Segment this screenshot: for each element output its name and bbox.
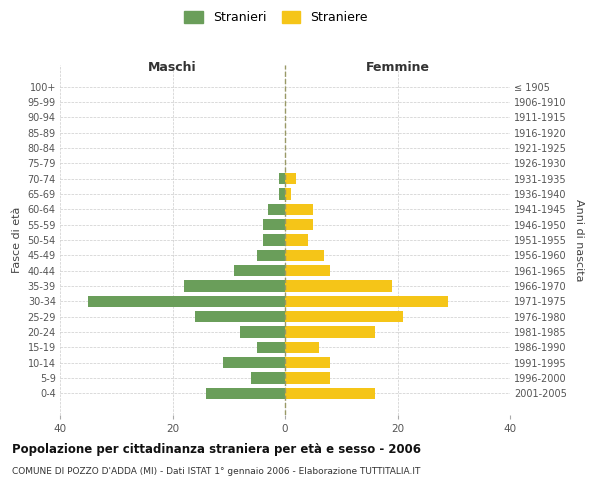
Bar bbox=[285, 311, 403, 322]
Bar bbox=[235, 265, 285, 276]
Bar bbox=[285, 219, 313, 230]
Bar bbox=[285, 265, 330, 276]
Text: Maschi: Maschi bbox=[148, 62, 197, 74]
Bar bbox=[285, 234, 308, 246]
Y-axis label: Fasce di età: Fasce di età bbox=[12, 207, 22, 273]
Bar bbox=[184, 280, 285, 292]
Bar bbox=[285, 388, 375, 399]
Bar bbox=[240, 326, 285, 338]
Bar bbox=[285, 326, 375, 338]
Bar bbox=[285, 173, 296, 184]
Bar bbox=[263, 234, 285, 246]
Bar bbox=[285, 250, 325, 261]
Bar bbox=[280, 188, 285, 200]
Bar bbox=[206, 388, 285, 399]
Text: Popolazione per cittadinanza straniera per età e sesso - 2006: Popolazione per cittadinanza straniera p… bbox=[12, 442, 421, 456]
Bar bbox=[263, 219, 285, 230]
Bar bbox=[88, 296, 285, 307]
Bar bbox=[257, 250, 285, 261]
Bar bbox=[251, 372, 285, 384]
Bar bbox=[257, 342, 285, 353]
Y-axis label: Anni di nascita: Anni di nascita bbox=[574, 198, 584, 281]
Bar bbox=[280, 173, 285, 184]
Bar bbox=[285, 296, 448, 307]
Legend: Stranieri, Straniere: Stranieri, Straniere bbox=[184, 11, 368, 24]
Bar bbox=[285, 372, 330, 384]
Bar bbox=[195, 311, 285, 322]
Text: COMUNE DI POZZO D'ADDA (MI) - Dati ISTAT 1° gennaio 2006 - Elaborazione TUTTITAL: COMUNE DI POZZO D'ADDA (MI) - Dati ISTAT… bbox=[12, 468, 421, 476]
Bar bbox=[268, 204, 285, 215]
Bar bbox=[285, 204, 313, 215]
Text: Femmine: Femmine bbox=[365, 62, 430, 74]
Bar bbox=[285, 342, 319, 353]
Bar bbox=[285, 280, 392, 292]
Bar bbox=[223, 357, 285, 368]
Bar bbox=[285, 188, 290, 200]
Bar bbox=[285, 357, 330, 368]
